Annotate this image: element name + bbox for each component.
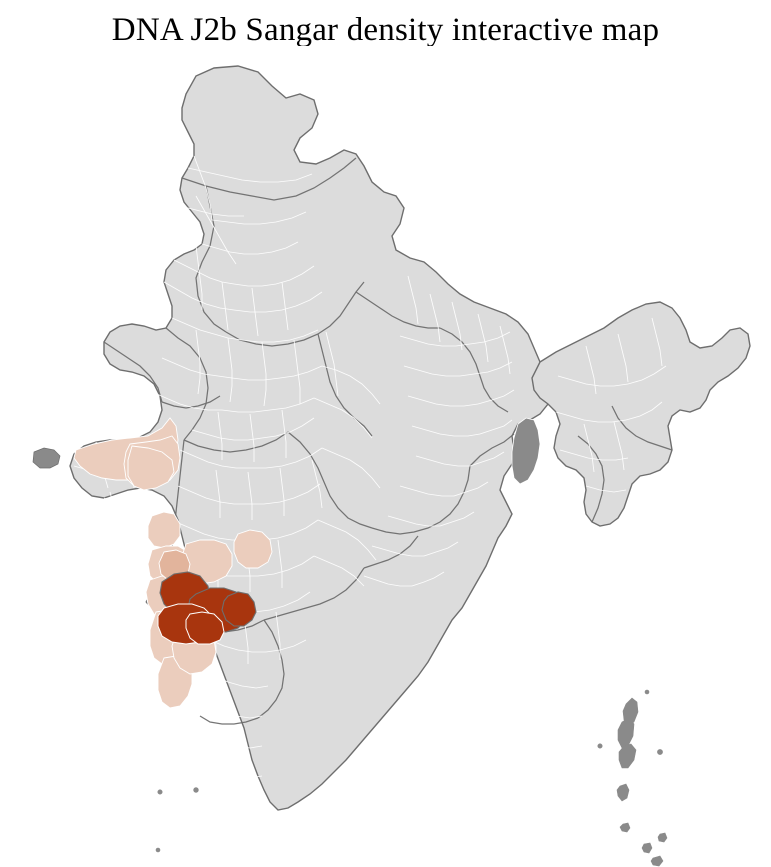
district-telangana-low[interactable] [233, 529, 273, 569]
district-sangli-high[interactable] [185, 611, 225, 645]
island-nicobar-group-a[interactable] [641, 842, 653, 854]
district-gujarat-east-low[interactable] [147, 511, 181, 549]
map-base-layer [69, 65, 751, 811]
island-dot-b[interactable] [597, 743, 603, 749]
india-mainland-base[interactable] [69, 65, 553, 811]
map-canvas[interactable] [0, 46, 771, 867]
district-high-east-lobe[interactable] [221, 591, 257, 627]
lakshadweep-dot-a[interactable] [157, 789, 163, 795]
island-middle-andaman[interactable] [617, 717, 635, 749]
lakshadweep-dot-c[interactable] [155, 847, 161, 853]
island-nicobar-group-c[interactable] [650, 855, 664, 867]
island-nicobar-group-b[interactable] [657, 832, 668, 843]
page-title: DNA J2b Sangar density interactive map [111, 12, 660, 48]
island-kutch-offshore-nodata[interactable] [32, 447, 61, 469]
no-data-regions[interactable] [32, 417, 541, 485]
district-ahmedabad-low[interactable] [127, 445, 175, 491]
district-west-bengal-coast-nodata[interactable] [511, 417, 541, 485]
island-south-andaman[interactable] [618, 743, 637, 769]
island-car-nicobar[interactable] [619, 822, 631, 833]
district-borders [73, 155, 667, 779]
island-dot-c[interactable] [644, 689, 650, 695]
lakshadweep-islands[interactable] [155, 787, 199, 853]
northeast-states-base[interactable] [531, 301, 751, 527]
india-choropleth-svg[interactable] [0, 46, 771, 867]
island-little-andaman[interactable] [616, 783, 630, 802]
island-dot-a[interactable] [657, 749, 663, 755]
andaman-nicobar-islands[interactable] [597, 689, 668, 867]
lakshadweep-dot-b[interactable] [193, 787, 199, 793]
high-density-regions[interactable] [157, 571, 257, 645]
